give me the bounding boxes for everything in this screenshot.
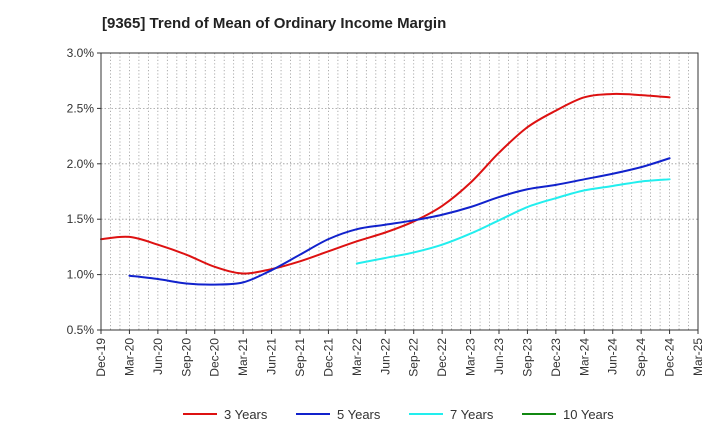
y-tick-label: 2.5% bbox=[67, 101, 95, 115]
x-tick-label: Jun-20 bbox=[151, 338, 165, 375]
series-line-7-years bbox=[355, 178, 671, 265]
y-axis: 0.5% 1.0% 1.5% 2.0% 2.5% 3.0% bbox=[67, 46, 101, 337]
legend-label-3-years: 3 Years bbox=[224, 407, 268, 422]
x-tick-label: Mar-25 bbox=[691, 338, 705, 376]
x-tick-label: Dec-24 bbox=[663, 338, 677, 377]
legend-label-7-years: 7 Years bbox=[450, 407, 494, 422]
x-tick-label: Sep-23 bbox=[520, 338, 534, 377]
x-tick-label: Mar-22 bbox=[350, 338, 364, 376]
legend: 3 Years 5 Years 7 Years 10 Years bbox=[183, 407, 614, 422]
grid bbox=[101, 53, 698, 330]
x-tick-label: Mar-21 bbox=[236, 338, 250, 376]
x-tick-label: Mar-23 bbox=[464, 338, 478, 376]
series-lines bbox=[100, 92, 671, 286]
plot-frame bbox=[100, 52, 699, 331]
x-tick-label: Dec-23 bbox=[549, 338, 563, 377]
x-tick-label: Dec-22 bbox=[435, 338, 449, 377]
y-tick-label: 1.5% bbox=[67, 212, 95, 226]
x-tick-label: Sep-20 bbox=[179, 338, 193, 377]
x-tick-label: Sep-22 bbox=[407, 338, 421, 377]
y-tick-label: 2.0% bbox=[67, 157, 95, 171]
x-tick-label: Mar-24 bbox=[577, 338, 591, 376]
y-tick-label: 1.0% bbox=[67, 268, 95, 282]
x-axis: Dec-19 Mar-20 Jun-20 Sep-20 Dec-20 Mar-21 Jun-… bbox=[94, 330, 705, 377]
legend-label-10-years: 10 Years bbox=[563, 407, 614, 422]
x-tick-label: Dec-19 bbox=[94, 338, 108, 377]
chart-title: [9365] Trend of Mean of Ordinary Income … bbox=[102, 15, 447, 32]
x-tick-label: Jun-22 bbox=[378, 338, 392, 375]
series-line-5-years bbox=[128, 157, 671, 286]
x-tick-label: Dec-21 bbox=[321, 338, 335, 377]
x-tick-label: Jun-23 bbox=[492, 338, 506, 375]
x-tick-label: Jun-21 bbox=[265, 338, 279, 375]
x-tick-label: Mar-20 bbox=[122, 338, 136, 376]
legend-label-5-years: 5 Years bbox=[337, 407, 381, 422]
x-tick-label: Sep-24 bbox=[634, 338, 648, 377]
x-tick-label: Sep-21 bbox=[293, 338, 307, 377]
x-tick-label: Jun-24 bbox=[606, 338, 620, 375]
y-tick-label: 0.5% bbox=[67, 323, 95, 337]
series-line-3-years bbox=[100, 92, 671, 275]
x-tick-label: Dec-20 bbox=[208, 338, 222, 377]
y-tick-label: 3.0% bbox=[67, 46, 95, 60]
